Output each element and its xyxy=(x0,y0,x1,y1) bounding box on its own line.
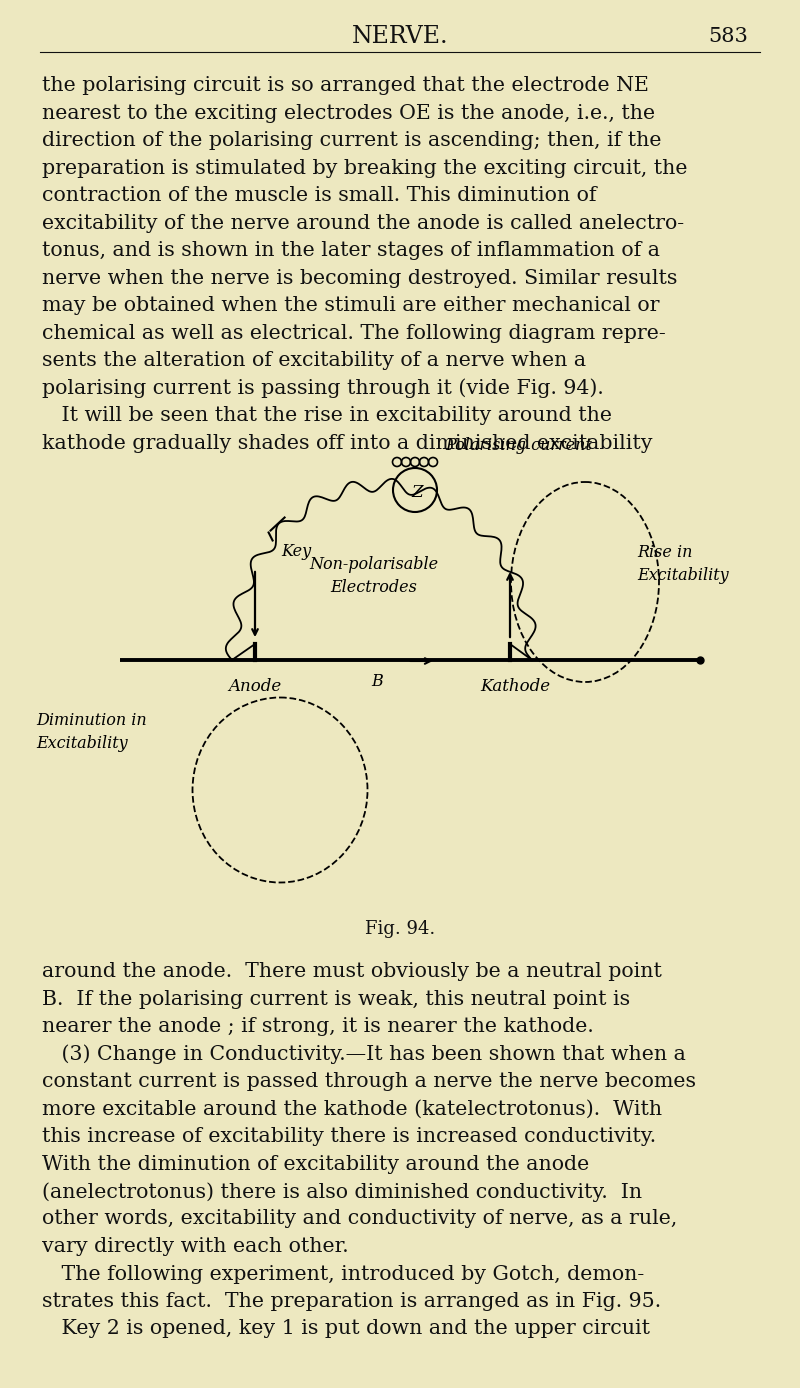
Text: may be obtained when the stimuli are either mechanical or: may be obtained when the stimuli are eit… xyxy=(42,296,659,315)
Text: nearer the anode ; if strong, it is nearer the kathode.: nearer the anode ; if strong, it is near… xyxy=(42,1017,594,1035)
Text: Non-polarisable
Electrodes: Non-polarisable Electrodes xyxy=(310,557,438,595)
Text: constant current is passed through a nerve the nerve becomes: constant current is passed through a ner… xyxy=(42,1072,696,1091)
Text: nerve when the nerve is becoming destroyed. Similar results: nerve when the nerve is becoming destroy… xyxy=(42,268,678,287)
Text: NERVE.: NERVE. xyxy=(352,25,448,47)
Text: Kathode: Kathode xyxy=(480,677,550,695)
Text: B: B xyxy=(372,673,383,690)
Text: Key 2 is opened, key 1 is put down and the upper circuit: Key 2 is opened, key 1 is put down and t… xyxy=(42,1320,650,1338)
Text: this increase of excitability there is increased conductivity.: this increase of excitability there is i… xyxy=(42,1127,656,1146)
Text: tonus, and is shown in the later stages of inflammation of a: tonus, and is shown in the later stages … xyxy=(42,242,660,260)
Text: (3) Change in Conductivity.—It has been shown that when a: (3) Change in Conductivity.—It has been … xyxy=(42,1045,686,1065)
Text: Key: Key xyxy=(282,544,312,561)
Text: Anode: Anode xyxy=(228,677,282,695)
Text: Rise in
Excitability: Rise in Excitability xyxy=(637,544,729,584)
Text: chemical as well as electrical. The following diagram repre-: chemical as well as electrical. The foll… xyxy=(42,323,666,343)
Text: kathode gradually shades off into a diminished excitability: kathode gradually shades off into a dimi… xyxy=(42,433,653,452)
Text: (anelectrotonus) there is also diminished conductivity.  In: (anelectrotonus) there is also diminishe… xyxy=(42,1183,642,1202)
Text: strates this fact.  The preparation is arranged as in Fig. 95.: strates this fact. The preparation is ar… xyxy=(42,1292,661,1312)
Text: sents the alteration of excitability of a nerve when a: sents the alteration of excitability of … xyxy=(42,351,586,371)
Text: contraction of the muscle is small. This diminution of: contraction of the muscle is small. This… xyxy=(42,186,597,205)
Text: other words, excitability and conductivity of nerve, as a rule,: other words, excitability and conductivi… xyxy=(42,1209,678,1228)
Text: the polarising circuit is so arranged that the electrode NE: the polarising circuit is so arranged th… xyxy=(42,76,649,94)
Text: vary directly with each other.: vary directly with each other. xyxy=(42,1237,349,1256)
Text: Fig. 94.: Fig. 94. xyxy=(365,920,435,938)
Text: excitability of the nerve around the anode is called anelectro-: excitability of the nerve around the ano… xyxy=(42,214,684,233)
Text: preparation is stimulated by breaking the exciting circuit, the: preparation is stimulated by breaking th… xyxy=(42,158,687,178)
Text: With the diminution of excitability around the anode: With the diminution of excitability arou… xyxy=(42,1155,590,1173)
Text: Z: Z xyxy=(411,483,422,501)
Text: more excitable around the kathode (katelectrotonus).  With: more excitable around the kathode (katel… xyxy=(42,1099,662,1119)
Text: Diminution in
Excitability: Diminution in Excitability xyxy=(36,712,146,752)
Text: Polarising current: Polarising current xyxy=(445,437,592,454)
Text: 583: 583 xyxy=(708,26,748,46)
Text: direction of the polarising current is ascending; then, if the: direction of the polarising current is a… xyxy=(42,130,662,150)
Text: It will be seen that the rise in excitability around the: It will be seen that the rise in excitab… xyxy=(42,407,612,425)
Text: B.  If the polarising current is weak, this neutral point is: B. If the polarising current is weak, th… xyxy=(42,990,630,1009)
Text: around the anode.  There must obviously be a neutral point: around the anode. There must obviously b… xyxy=(42,962,662,981)
Text: nearest to the exciting electrodes OE is the anode, i.e., the: nearest to the exciting electrodes OE is… xyxy=(42,104,655,122)
Text: The following experiment, introduced by Gotch, demon-: The following experiment, introduced by … xyxy=(42,1264,644,1284)
Text: polarising current is passing through it (vide Fig. 94).: polarising current is passing through it… xyxy=(42,379,604,398)
